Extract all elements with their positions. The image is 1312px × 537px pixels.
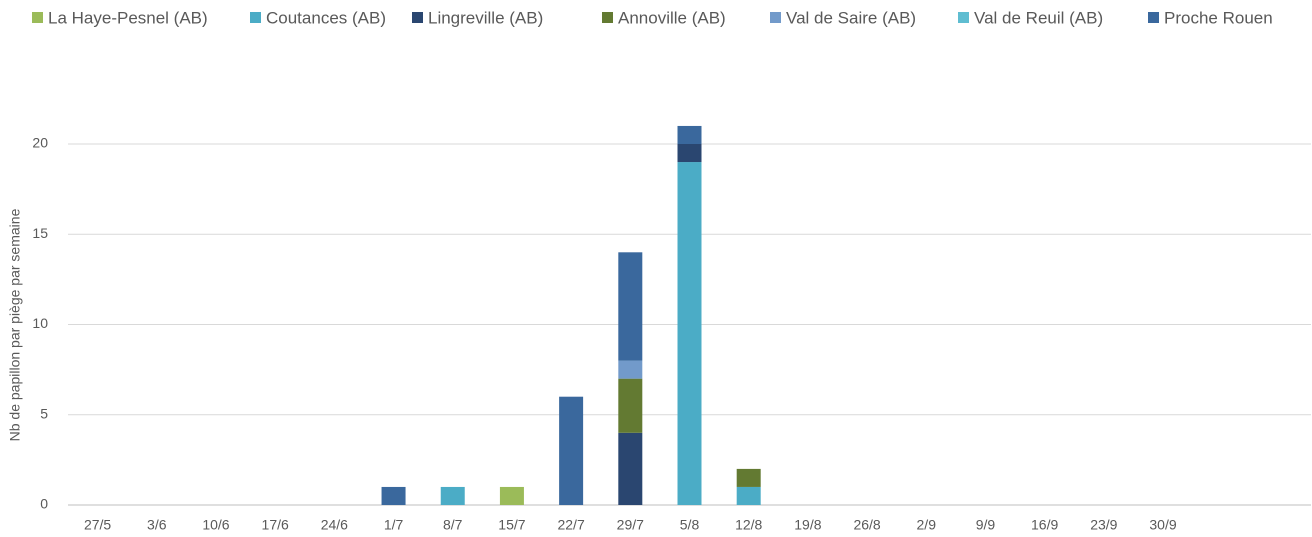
bar-segment: [618, 252, 643, 361]
x-tick-label: 10/6: [202, 517, 229, 533]
x-tick-label: 19/8: [794, 517, 821, 533]
x-tick-label: 17/6: [262, 517, 289, 533]
bar-segment: [440, 486, 465, 505]
legend-swatch: [958, 12, 969, 23]
y-tick-label: 15: [32, 225, 48, 241]
legend-label: Lingreville (AB): [428, 8, 543, 27]
x-tick-label: 27/5: [84, 517, 111, 533]
x-tick-label: 30/9: [1149, 517, 1176, 533]
legend-swatch: [250, 12, 261, 23]
bar-segment: [677, 125, 702, 144]
bar-segment: [618, 378, 643, 433]
x-tick-label: 3/6: [147, 517, 167, 533]
legend-swatch: [770, 12, 781, 23]
x-tick-label: 8/7: [443, 517, 463, 533]
legend-label: La Haye-Pesnel (AB): [48, 8, 208, 27]
y-axis-label: Nb de papillon par piège par semaine: [7, 208, 23, 441]
y-tick-label: 0: [40, 496, 48, 512]
legend-swatch: [412, 12, 423, 23]
bar-segment: [618, 360, 643, 379]
x-tick-label: 5/8: [680, 517, 700, 533]
x-tick-label: 16/9: [1031, 517, 1058, 533]
legend-swatch: [602, 12, 613, 23]
bar-segment: [736, 486, 761, 505]
legend-label: Annoville (AB): [618, 8, 726, 27]
legend-swatch: [32, 12, 43, 23]
legend-label: Proche Rouen: [1164, 8, 1273, 27]
legend-swatch: [1148, 12, 1159, 23]
x-tick-label: 15/7: [498, 517, 525, 533]
bar-segment: [677, 162, 702, 506]
legend-label: Val de Saire (AB): [786, 8, 916, 27]
x-tick-label: 29/7: [617, 517, 644, 533]
legend-label: Val de Reuil (AB): [974, 8, 1103, 27]
bar-segment: [381, 486, 406, 505]
x-tick-label: 9/9: [976, 517, 996, 533]
x-tick-label: 1/7: [384, 517, 404, 533]
bar-segment: [499, 486, 524, 505]
x-tick-label: 12/8: [735, 517, 762, 533]
x-tick-label: 23/9: [1090, 517, 1117, 533]
x-tick-label: 22/7: [557, 517, 584, 533]
x-tick-label: 2/9: [917, 517, 937, 533]
legend-label: Coutances (AB): [266, 8, 386, 27]
bar-segment: [618, 432, 643, 505]
x-tick-label: 24/6: [321, 517, 348, 533]
bar-segment: [677, 144, 702, 163]
bar-segment: [736, 468, 761, 487]
y-tick-label: 5: [40, 405, 48, 421]
y-tick-label: 20: [32, 135, 48, 151]
y-tick-label: 10: [32, 315, 48, 331]
bar-segment: [559, 396, 584, 505]
x-tick-label: 26/8: [853, 517, 880, 533]
